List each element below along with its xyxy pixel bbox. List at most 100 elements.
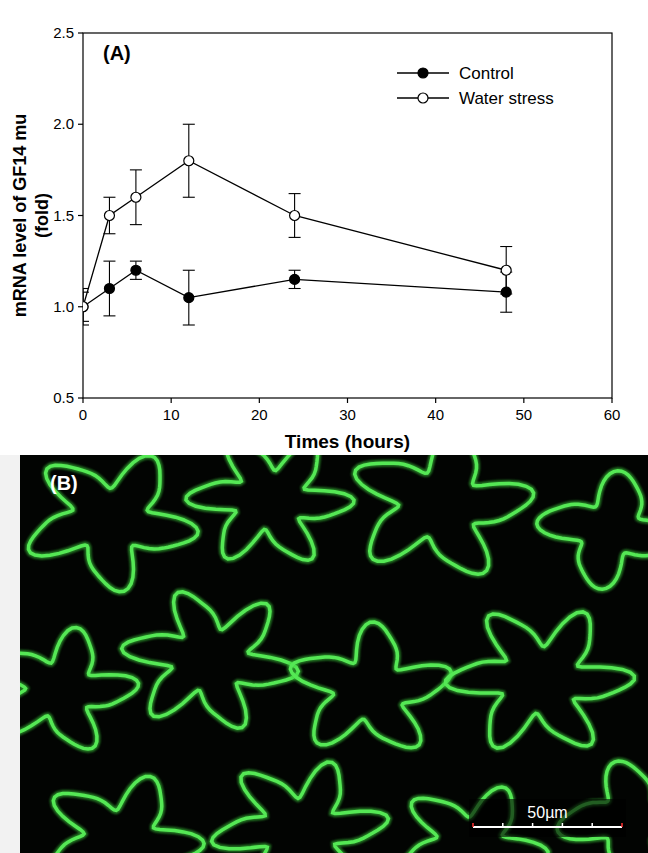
cell-outline bbox=[212, 762, 389, 853]
data-point bbox=[501, 265, 511, 275]
legend-label: Water stress bbox=[459, 89, 554, 108]
error-bar-cap bbox=[83, 321, 89, 322]
legend-entry: Water stress bbox=[397, 89, 554, 108]
scale-bar-tick bbox=[591, 823, 593, 827]
x-tick-label: 50 bbox=[515, 406, 532, 423]
data-point bbox=[290, 211, 300, 221]
error-bar-cap bbox=[500, 312, 512, 313]
error-bar-cap bbox=[289, 270, 301, 271]
scale-bar-tick bbox=[502, 823, 504, 827]
cell-outline bbox=[355, 455, 534, 574]
error-bar-cap bbox=[500, 246, 512, 247]
error-bar-cap bbox=[103, 197, 115, 198]
scale-bar-tick bbox=[532, 823, 534, 827]
data-point bbox=[104, 211, 114, 221]
x-tick bbox=[259, 398, 260, 403]
error-bar-cap bbox=[130, 224, 142, 225]
data-point bbox=[83, 302, 88, 312]
error-bar bbox=[289, 270, 301, 288]
scale-bar: 50µm bbox=[469, 799, 626, 837]
scale-bar-line bbox=[473, 826, 622, 828]
legend-entry: Control bbox=[397, 64, 514, 83]
data-point bbox=[131, 192, 141, 202]
error-bar bbox=[183, 124, 195, 197]
legend-marker bbox=[418, 68, 428, 78]
cell-glow bbox=[122, 592, 299, 728]
scale-bar-backdrop bbox=[469, 799, 626, 837]
y-tick bbox=[78, 124, 83, 125]
cell-outline bbox=[48, 776, 205, 853]
series-line bbox=[83, 270, 506, 307]
error-bar bbox=[289, 194, 301, 238]
x-tick bbox=[171, 398, 172, 403]
cell-glow bbox=[186, 455, 354, 560]
x-tick-label: 10 bbox=[163, 406, 180, 423]
legend-label: Control bbox=[459, 64, 514, 83]
error-bar bbox=[183, 270, 195, 325]
error-bar-cap bbox=[183, 324, 195, 325]
series-line bbox=[83, 161, 506, 307]
cell-glow bbox=[29, 456, 199, 592]
error-bar-cap bbox=[103, 315, 115, 316]
x-tick bbox=[523, 398, 524, 403]
error-bar bbox=[130, 261, 142, 279]
cell-glow bbox=[48, 776, 205, 853]
error-bar-cap bbox=[130, 169, 142, 170]
x-tick-label: 0 bbox=[79, 406, 87, 423]
cell-outline bbox=[537, 471, 648, 589]
micrograph bbox=[20, 455, 648, 853]
data-group bbox=[83, 124, 512, 325]
error-bar-cap bbox=[183, 124, 195, 125]
data-point bbox=[184, 293, 194, 303]
error-bar-cap bbox=[83, 292, 89, 293]
error-bar-cap bbox=[183, 270, 195, 271]
y-tick-label: 1.0 bbox=[53, 298, 74, 315]
cell-outline bbox=[29, 456, 199, 592]
x-tick bbox=[82, 398, 83, 403]
plot-frame bbox=[83, 33, 612, 398]
figure-svg: 01020304050600.51.01.52.02.5Times (hours… bbox=[0, 0, 648, 853]
cell-outline bbox=[122, 592, 299, 728]
error-bar-cap bbox=[130, 279, 142, 280]
panel-label: (A) bbox=[103, 42, 131, 64]
y-axis-label-line: mRNA level of GF14 mu bbox=[10, 114, 30, 317]
cell-glow bbox=[537, 471, 648, 589]
y-tick-label: 1.5 bbox=[53, 207, 74, 224]
error-bar-cap bbox=[103, 261, 115, 262]
error-bar bbox=[83, 289, 89, 326]
image-margin bbox=[0, 455, 20, 853]
x-tick bbox=[347, 398, 348, 403]
error-bar bbox=[130, 170, 142, 225]
error-bar-cap bbox=[183, 197, 195, 198]
cell-outline bbox=[186, 455, 354, 560]
error-bar-cap bbox=[289, 288, 301, 289]
x-tick-label: 30 bbox=[339, 406, 356, 423]
cell-glow bbox=[212, 762, 389, 853]
x-tick bbox=[435, 398, 436, 403]
x-tick bbox=[611, 398, 612, 403]
error-bar bbox=[103, 197, 115, 234]
error-bar-cap bbox=[289, 237, 301, 238]
cell-glow bbox=[446, 612, 635, 748]
x-tick-label: 40 bbox=[427, 406, 444, 423]
error-bar bbox=[103, 261, 115, 316]
scale-bar-tick bbox=[562, 823, 564, 827]
y-tick bbox=[78, 215, 83, 216]
data-point bbox=[83, 302, 88, 312]
x-tick-label: 20 bbox=[251, 406, 268, 423]
error-bar bbox=[83, 292, 89, 321]
y-tick-label: 0.5 bbox=[53, 389, 74, 406]
figure: 01020304050600.51.01.52.02.5Times (hours… bbox=[0, 0, 648, 853]
data-point bbox=[290, 274, 300, 284]
x-tick-label: 60 bbox=[604, 406, 621, 423]
scale-bar-tick bbox=[621, 823, 623, 827]
y-tick bbox=[78, 397, 83, 398]
error-bar-cap bbox=[289, 193, 301, 194]
error-bar-cap bbox=[83, 324, 89, 325]
error-bar-cap bbox=[500, 293, 512, 294]
cell-outline bbox=[290, 622, 451, 748]
y-tick-label: 2.0 bbox=[53, 115, 74, 132]
y-tick bbox=[78, 32, 83, 33]
cell-outline bbox=[446, 612, 635, 748]
cell-glow bbox=[290, 622, 451, 748]
